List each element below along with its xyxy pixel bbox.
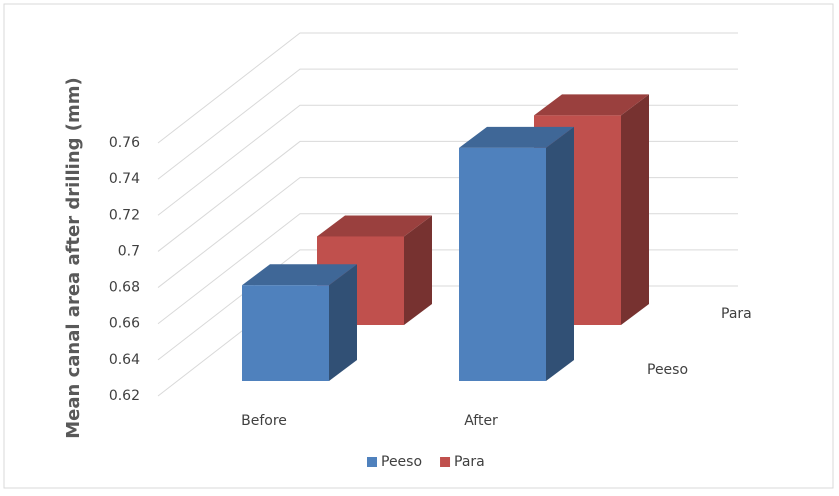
y-tick-label: 0.68 bbox=[109, 280, 140, 296]
depth-label: Peeso bbox=[647, 362, 688, 378]
bar-side bbox=[621, 94, 649, 325]
bar-top bbox=[459, 126, 574, 148]
bar-side bbox=[329, 264, 357, 381]
bar bbox=[242, 285, 329, 381]
y-tick-label: 0.72 bbox=[109, 207, 140, 223]
y-tick-label: 0.74 bbox=[109, 171, 140, 187]
bar-top bbox=[242, 264, 357, 286]
legend-label: Peeso bbox=[381, 454, 422, 470]
bar bbox=[459, 147, 546, 381]
x-tick-label: Before bbox=[241, 413, 287, 429]
legend-swatch bbox=[440, 457, 451, 467]
legend-label: Para bbox=[454, 454, 485, 470]
bar-side bbox=[546, 126, 574, 381]
y-axis-title: Mean canal area after drilling (mm) bbox=[63, 77, 84, 439]
x-tick-label: After bbox=[464, 413, 498, 429]
y-tick-label: 0.7 bbox=[118, 243, 140, 259]
bar-top bbox=[534, 94, 649, 116]
grid-line bbox=[157, 68, 738, 180]
y-tick-label: 0.76 bbox=[109, 135, 140, 151]
y-tick-label: 0.62 bbox=[109, 388, 140, 404]
depth-label: Para bbox=[721, 306, 752, 322]
y-tick-label: 0.66 bbox=[109, 316, 140, 332]
legend-swatch bbox=[367, 457, 377, 467]
bar-top bbox=[317, 215, 432, 237]
grid-line bbox=[157, 32, 738, 144]
bar-side bbox=[404, 215, 432, 325]
y-tick-label: 0.64 bbox=[109, 352, 140, 368]
